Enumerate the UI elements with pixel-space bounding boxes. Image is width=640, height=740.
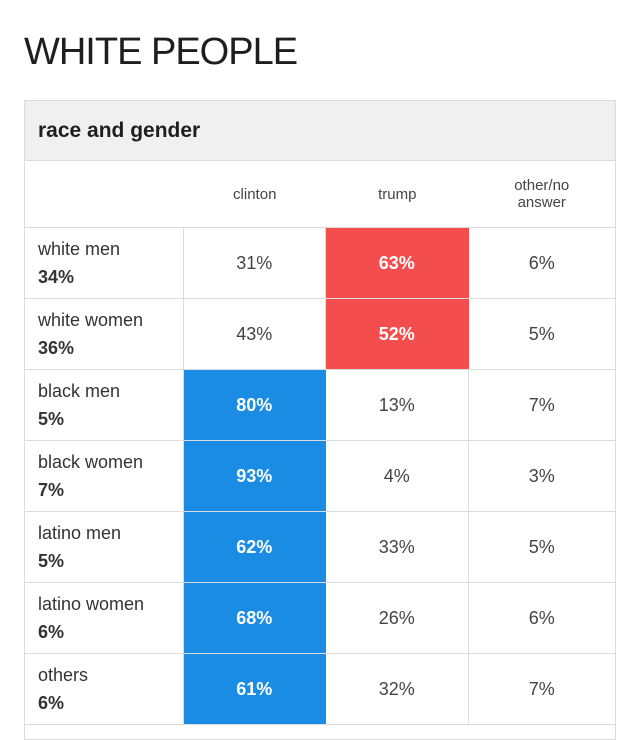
other-cell: 6% [528, 252, 555, 273]
row-label: white men 34% [25, 228, 184, 298]
row-label: latino women 6% [25, 583, 184, 653]
group-share: 36% [38, 338, 75, 358]
other-cell: 5% [528, 323, 555, 344]
group-name: black women [38, 452, 144, 472]
trump-cell: 4% [326, 441, 469, 511]
clinton-cell: 68% [183, 583, 326, 653]
table-row: black men 5% 80% 13% 7% [25, 370, 615, 441]
group-share: 6% [38, 622, 65, 642]
table-row: latino men 5% 62% 33% 5% [25, 512, 615, 583]
clinton-cell: 61% [183, 654, 326, 724]
trump-cell: 26% [326, 583, 469, 653]
group-name: latino men [38, 523, 122, 543]
exit-poll-table: race and gender clinton trump other/no a… [24, 100, 616, 740]
table-row: others 6% 61% 32% 7% [25, 654, 615, 725]
group-name: others [38, 665, 89, 685]
trump-cell: 52% [326, 299, 469, 369]
group-share: 5% [38, 551, 65, 571]
other-cell: 7% [528, 678, 555, 699]
table-row: white men 34% 31% 63% 6% [25, 228, 615, 299]
table-row: black women 7% 93% 4% 3% [25, 441, 615, 512]
clinton-cell: 31% [184, 228, 326, 298]
table-row: latino women 6% 68% 26% 6% [25, 583, 615, 654]
clinton-cell: 80% [183, 370, 326, 440]
group-name: latino women [38, 594, 145, 614]
group-name: black men [38, 381, 121, 401]
table-header-title: race and gender [25, 101, 615, 161]
trump-cell: 32% [326, 654, 469, 724]
trump-cell: 13% [326, 370, 469, 440]
group-share: 7% [38, 480, 65, 500]
clinton-cell: 93% [183, 441, 326, 511]
column-header-other: other/no answer [514, 177, 570, 211]
group-name: white women [38, 310, 144, 330]
row-label: others 6% [25, 654, 184, 724]
other-cell: 5% [528, 536, 555, 557]
table-row: white women 36% 43% 52% 5% [25, 299, 615, 370]
group-share: 34% [38, 267, 75, 287]
other-cell: 6% [528, 607, 555, 628]
page-title: WHITE PEOPLE [24, 31, 298, 73]
row-label: white women 36% [25, 299, 184, 369]
column-header-blank [25, 161, 183, 227]
clinton-cell: 43% [184, 299, 326, 369]
trump-cell: 63% [326, 228, 469, 298]
group-share: 6% [38, 693, 65, 713]
group-share: 5% [38, 409, 65, 429]
group-name: white men [38, 239, 121, 259]
column-header-trump: trump [378, 185, 417, 203]
other-cell: 7% [528, 394, 555, 415]
column-header-clinton: clinton [233, 185, 277, 203]
row-label: black women 7% [25, 441, 184, 511]
trump-cell: 33% [326, 512, 469, 582]
row-label: black men 5% [25, 370, 184, 440]
column-header-row: clinton trump other/no answer [25, 161, 615, 228]
row-label: latino men 5% [25, 512, 184, 582]
clinton-cell: 62% [183, 512, 326, 582]
other-cell: 3% [528, 465, 555, 486]
